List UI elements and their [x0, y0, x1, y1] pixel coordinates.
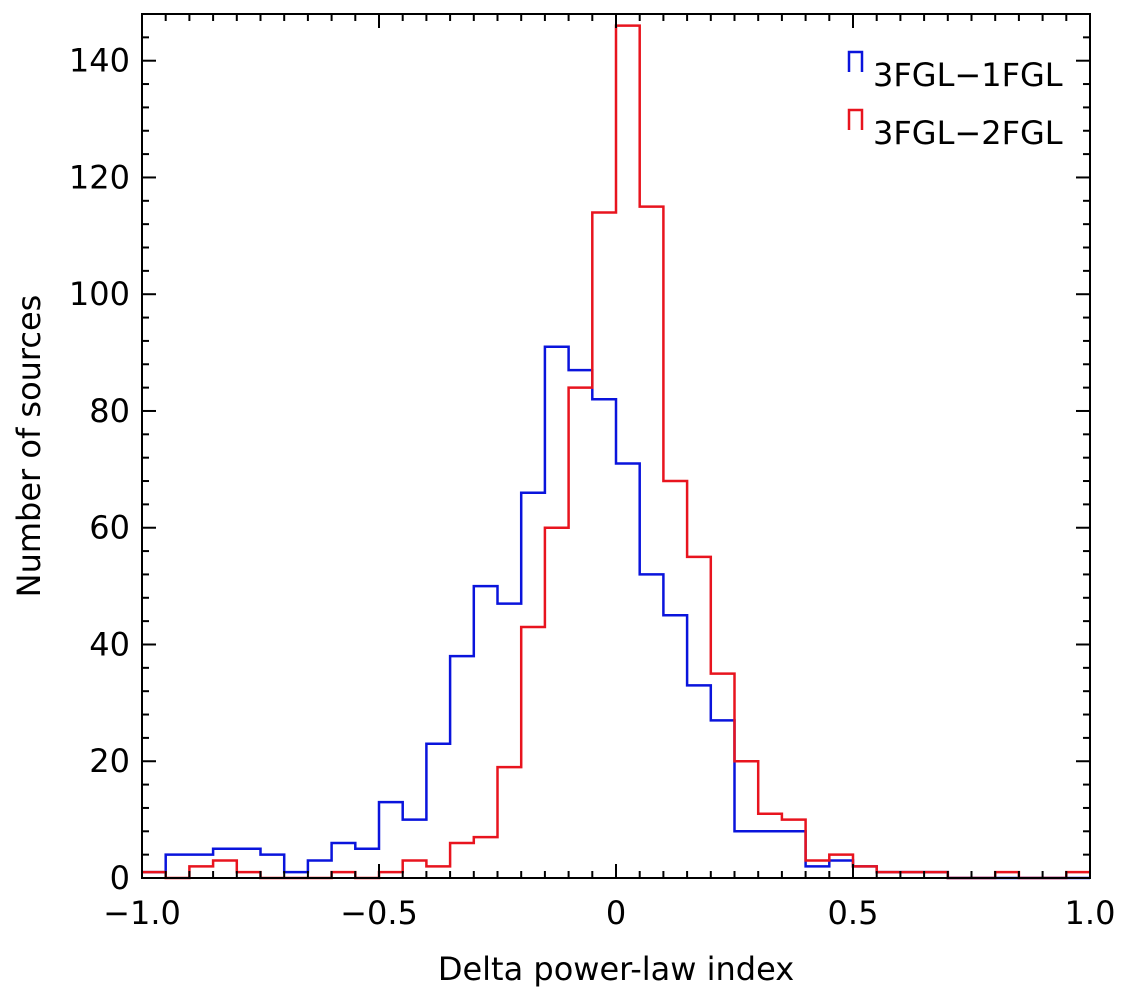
y-tick-label: 120	[69, 158, 130, 196]
y-tick-label: 80	[89, 392, 130, 430]
legend-label-3fgl-2fgl: 3FGL−2FGL	[873, 114, 1063, 152]
legend: 3FGL−1FGL 3FGL−2FGL	[847, 50, 1063, 152]
legend-swatch-3fgl-2fgl	[847, 108, 864, 130]
x-axis-title: Delta power-law index	[438, 950, 794, 988]
series-layer	[142, 24, 1090, 880]
ticks-layer: −1.0 −0.5 0 0.5 1.0 0 20 40 60 80 100 120 140	[69, 13, 1116, 932]
x-tick-label: 1.0	[1065, 894, 1116, 932]
y-axis-title: Number of sources	[10, 295, 48, 598]
x-tick-label: −1.0	[103, 894, 181, 932]
y-tick-label: 100	[69, 275, 130, 313]
legend-swatch-3fgl-1fgl	[847, 50, 864, 72]
legend-label-3fgl-1fgl: 3FGL−1FGL	[873, 56, 1063, 94]
x-tick-label: 0	[606, 894, 626, 932]
y-tick-label: 0	[110, 859, 130, 897]
y-tick-label: 20	[89, 742, 130, 780]
series-3fgl-1fgl	[142, 345, 1090, 880]
x-tick-label: 0.5	[828, 894, 879, 932]
x-tick-label: −0.5	[340, 894, 418, 932]
y-tick-label: 40	[89, 625, 130, 663]
y-tick-label: 140	[69, 42, 130, 80]
y-tick-label: 60	[89, 509, 130, 547]
